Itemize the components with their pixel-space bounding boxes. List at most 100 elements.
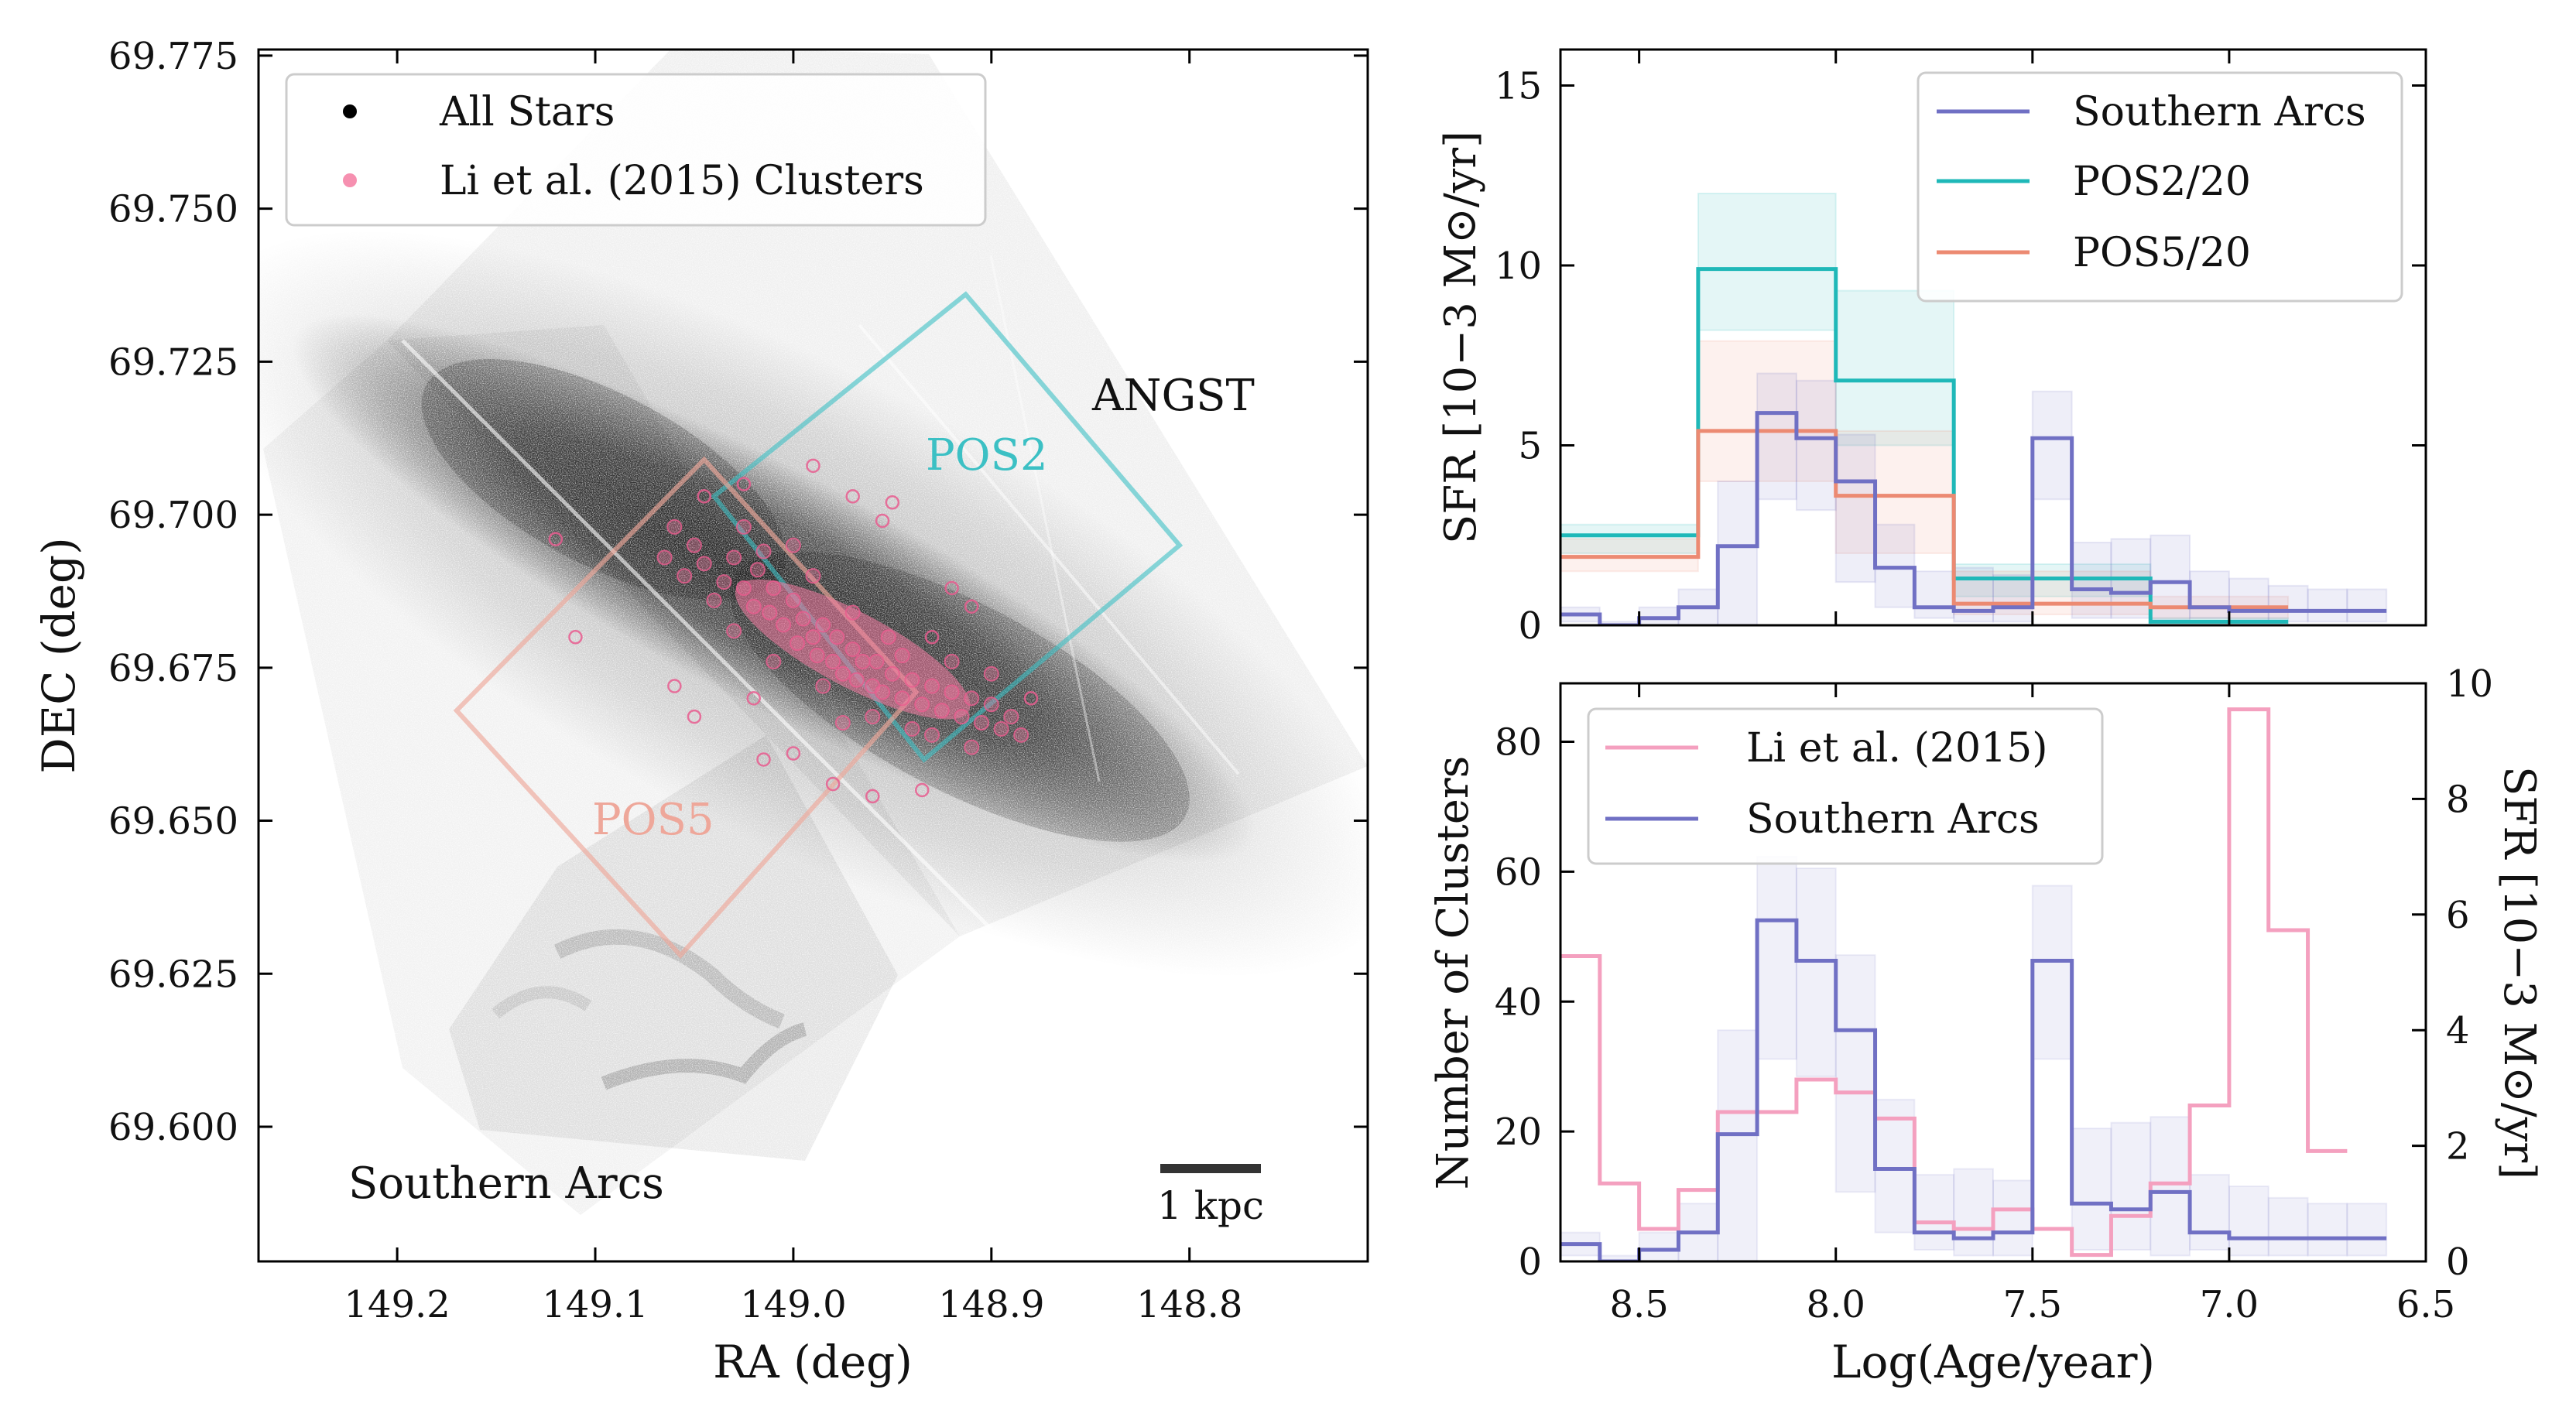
uncertainty-band <box>2031 885 2073 1060</box>
uncertainty-band <box>1874 1098 1916 1234</box>
uncertainty-band <box>1717 1029 1759 1261</box>
uncertainty-band <box>2228 577 2269 623</box>
clusters-right-y-tick-label: 6 <box>2446 894 2470 937</box>
cluster-point <box>875 513 890 529</box>
map-y-tick-label: 69.700 <box>108 494 238 537</box>
cluster-point <box>687 709 702 724</box>
sfr-frame <box>1559 48 2427 627</box>
sfr-y-axis-label-text: SFR [10−3 M⊙/yr] <box>1436 131 1486 544</box>
legend-marker-all-stars <box>343 104 357 118</box>
label-pos2: POS2 <box>926 430 1048 481</box>
sfr-legend-southern-arcs: Southern Arcs <box>2073 89 2366 135</box>
cluster-point <box>964 690 980 707</box>
sfr-legend-pos5: POS5/20 <box>2073 230 2251 276</box>
pos2-region <box>711 291 1184 763</box>
cluster-point <box>1023 691 1039 706</box>
map-y-tick-label: 69.650 <box>108 800 238 844</box>
cluster-point <box>924 678 940 694</box>
map-x-tick-label: 148.8 <box>1136 1283 1242 1326</box>
clusters-x-tick-label: 7.0 <box>2200 1283 2259 1326</box>
cluster-point <box>904 672 920 688</box>
uncertainty-band <box>1992 573 2033 623</box>
sfr-line-0 <box>1560 411 2387 625</box>
cluster-point <box>844 604 861 621</box>
cluster-sfr-bands <box>1560 856 2388 1261</box>
map-x-tick-label: 149.2 <box>344 1283 450 1326</box>
label-pos5: POS5 <box>592 795 714 845</box>
uncertainty-band <box>1834 289 1955 447</box>
uncertainty-band <box>1756 372 1797 501</box>
cluster-point <box>716 574 732 590</box>
cluster-point <box>696 556 712 572</box>
uncertainty-band <box>2071 1128 2112 1251</box>
cluster-point <box>735 580 752 596</box>
cluster-point <box>766 580 782 596</box>
cluster-point <box>785 537 801 553</box>
uncertainty-band <box>1992 1179 2033 1257</box>
cluster-point <box>805 629 821 645</box>
sfr-uncertainty-bands <box>1560 193 2388 625</box>
uncertainty-band <box>1756 856 1797 1060</box>
cluster-point <box>834 715 851 731</box>
cluster-point <box>746 691 761 706</box>
cluster-point <box>885 495 900 510</box>
cluster-point <box>726 623 742 639</box>
clusters-frame <box>1559 682 2427 1263</box>
cluster-point <box>762 604 778 621</box>
cluster-point <box>884 666 900 682</box>
sfr-step-lines <box>1560 267 2387 625</box>
clusters-x-tick-label: 8.5 <box>1609 1283 1668 1326</box>
cluster-point <box>924 727 940 743</box>
cluster-point <box>776 617 792 633</box>
map-frame <box>257 48 1369 1263</box>
sfr-line-1 <box>1560 267 2289 624</box>
clusters-right-y-tick-label: 0 <box>2446 1240 2470 1284</box>
cluster-point <box>667 679 682 693</box>
cluster-point <box>964 739 980 755</box>
panel-sky-map: ANGST POS2 POS5 Southern Arcs 1 kpc 149.… <box>33 35 1369 1388</box>
cluster-point <box>983 696 999 713</box>
clusters-y-axis-label: Number of Clusters <box>1428 756 1478 1190</box>
cluster-step-lines <box>1560 707 2387 1261</box>
uncertainty-band <box>1913 570 1955 619</box>
uncertainty-band <box>2307 1203 2348 1257</box>
cluster-point <box>944 580 959 596</box>
cluster-point <box>795 611 811 627</box>
sfr-y-tick-label: 0 <box>1518 604 1542 648</box>
map-y-tick-label: 69.675 <box>108 647 238 690</box>
uncertainty-band <box>2346 1203 2388 1257</box>
cluster-point <box>686 537 702 553</box>
cluster-point <box>806 458 820 474</box>
clusters-y-tick-label: 80 <box>1495 721 1542 765</box>
cluster-point <box>834 666 851 682</box>
cluster-point <box>845 489 860 504</box>
cluster-point <box>1013 727 1029 743</box>
legend-label-all-stars: All Stars <box>439 89 615 135</box>
cluster-point <box>755 543 772 560</box>
clusters-right-y-tick-label: 4 <box>2446 1009 2470 1052</box>
label-angst: ANGST <box>1091 371 1255 421</box>
cluster-point <box>766 653 782 669</box>
map-axes: 149.2 149.1 149.0 148.9 148.8 69.600 69.625 69.… <box>108 35 1368 1326</box>
cluster-point <box>944 653 960 669</box>
clusters-right-y-tick-label: 2 <box>2446 1125 2470 1169</box>
uncertainty-band <box>1795 867 1837 1077</box>
cluster-point <box>868 653 885 669</box>
uncertainty-band <box>2110 1121 2152 1251</box>
cluster-point <box>914 782 930 798</box>
uncertainty-band <box>1834 954 1876 1193</box>
uncertainty-band <box>1953 1168 1995 1257</box>
clusters-legend-southern-arcs: Southern Arcs <box>1746 796 2040 843</box>
cluster-point <box>568 630 583 645</box>
clusters-right-y-tick-label: 8 <box>2446 778 2470 821</box>
sfr-y-tick-label: 5 <box>1518 425 1542 468</box>
legend-label-clusters: Li et al. (2015) Clusters <box>440 158 924 204</box>
clusters-x-axis-label: Log(Age/year) <box>1831 1336 2155 1388</box>
map-x-tick-label: 148.9 <box>938 1283 1044 1326</box>
legend-marker-clusters <box>343 173 357 187</box>
map-y-tick-label: 69.600 <box>108 1106 238 1149</box>
uncertainty-band <box>2189 570 2230 619</box>
cluster-point <box>894 690 910 707</box>
